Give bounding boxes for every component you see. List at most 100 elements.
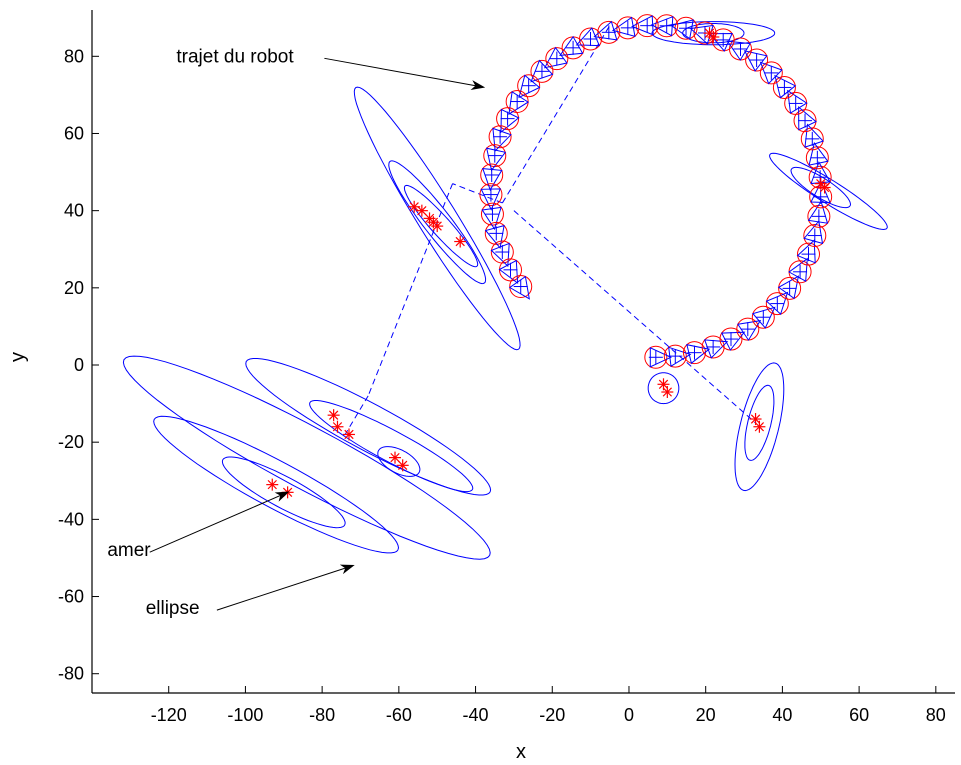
landmark-marker [266, 478, 279, 491]
robot-pose-triangle [593, 20, 618, 41]
annotation-layer: trajet du robot amer ellipse [107, 46, 486, 619]
robot-pose-triangle [500, 108, 520, 134]
x-tick-label: -40 [463, 705, 489, 725]
x-tick-label: -100 [227, 705, 263, 725]
robot-pose-triangle [803, 219, 824, 245]
observation-link [513, 210, 756, 424]
robot-pose-triangle [708, 32, 733, 52]
x-tick-label: 80 [926, 705, 946, 725]
x-tick-label: 40 [772, 705, 792, 725]
landmark-stroke [708, 32, 719, 42]
y-tick-label: 80 [64, 46, 84, 66]
robot-pose-triangle [518, 74, 541, 99]
uncertainty-ellipse [388, 160, 487, 285]
landmark-stroke [455, 236, 465, 247]
landmark-marker [408, 200, 421, 213]
uncertainty-ellipse [744, 384, 775, 461]
robot-pose-triangle [490, 242, 510, 268]
landmark-stroke [332, 422, 343, 432]
y-tick-label: 20 [64, 278, 84, 298]
pose-estimate-circle [797, 242, 821, 266]
landmark-stroke [750, 414, 761, 424]
landmark-marker [415, 204, 428, 217]
y-tick-label: -20 [58, 432, 84, 452]
pose-estimate-circle [488, 125, 512, 149]
pose-estimate-circle [663, 344, 687, 368]
pose-estimate-circle [644, 345, 668, 369]
ellipse-layer [122, 21, 888, 560]
pose-estimate-circle [808, 165, 832, 189]
robot-pose-triangle [484, 224, 505, 250]
annotation-arrow [216, 564, 355, 611]
robot-pose-triangle [743, 50, 768, 72]
pose-estimate-circle [635, 14, 659, 38]
pose-estimate-circle [545, 47, 569, 71]
robot-pose-triangle [777, 275, 800, 300]
pose-estimate-circle [509, 275, 533, 299]
pose-estimate-circle [736, 317, 760, 341]
robot-pose-triangle [543, 46, 568, 69]
annotation-label: amer [107, 540, 151, 561]
y-tick-label: 0 [74, 355, 84, 375]
landmark-marker [749, 413, 762, 426]
landmark-marker [753, 420, 766, 433]
x-tick-label: 60 [849, 705, 869, 725]
landmark-stroke [267, 479, 277, 490]
robot-pose-triangle [703, 339, 729, 359]
annotation-label: ellipse [146, 598, 200, 619]
pose-estimate-circle [759, 61, 783, 85]
robot-pose-triangle [482, 168, 503, 192]
landmark-stroke [409, 202, 419, 212]
robot-pose-triangle [788, 257, 808, 283]
landmark-marker [342, 428, 355, 441]
uncertainty-ellipse [377, 446, 421, 477]
robot-path-layer [479, 14, 833, 369]
robot-pose-triangle [721, 331, 746, 351]
robot-pose-triangle [737, 320, 762, 342]
robot-pose-triangle [787, 89, 808, 114]
pose-estimate-circle [751, 305, 775, 329]
uncertainty-ellipse [769, 152, 888, 231]
pose-estimate-circle [480, 163, 504, 187]
x-tick-label: -120 [151, 705, 187, 725]
robot-pose-triangle [498, 259, 519, 285]
robot-pose-triangle [686, 344, 711, 365]
pose-estimate-circle [701, 335, 725, 359]
landmark-marker [707, 31, 720, 44]
annotation-label: trajet du robot [176, 46, 294, 67]
pose-estimate-circle [479, 183, 503, 207]
landmark-stroke [662, 387, 673, 397]
pose-estimate-circle [778, 276, 802, 300]
landmark-stroke [658, 379, 669, 389]
y-tick-label: -60 [58, 587, 84, 607]
x-tick-label: -20 [539, 705, 565, 725]
pose-estimate-circle [711, 28, 735, 52]
landmark-marker [657, 378, 670, 391]
landmark-marker [431, 220, 444, 233]
robot-pose-triangle [726, 40, 751, 61]
landmark-marker [327, 409, 340, 422]
landmark-marker [389, 451, 402, 464]
x-tick-label: 0 [624, 705, 634, 725]
robot-pose-triangle [486, 147, 507, 172]
uncertainty-ellipse [403, 184, 479, 268]
pose-estimate-circle [517, 74, 541, 98]
landmark-stroke [398, 460, 408, 471]
uncertainty-ellipse [221, 456, 346, 529]
y-tick-label: -80 [58, 664, 84, 684]
y-axis-label: y [7, 352, 29, 362]
robot-pose-triangle [559, 35, 584, 56]
y-tick-label: 60 [64, 123, 84, 143]
annotation-arrow [324, 57, 486, 90]
x-tick-label: -80 [309, 705, 335, 725]
landmark-marker [818, 181, 831, 194]
landmark-stroke [754, 422, 765, 432]
axes: -120 -100 -80 -60 -40 -20 0 20 40 60 80 -80 -60 -40 -2… [58, 10, 955, 725]
robot-pose-triangle [575, 27, 601, 47]
landmark-stroke [432, 221, 442, 231]
landmark-marker [396, 459, 409, 472]
pose-estimate-circle [597, 20, 621, 44]
landmark-marker [661, 386, 674, 399]
